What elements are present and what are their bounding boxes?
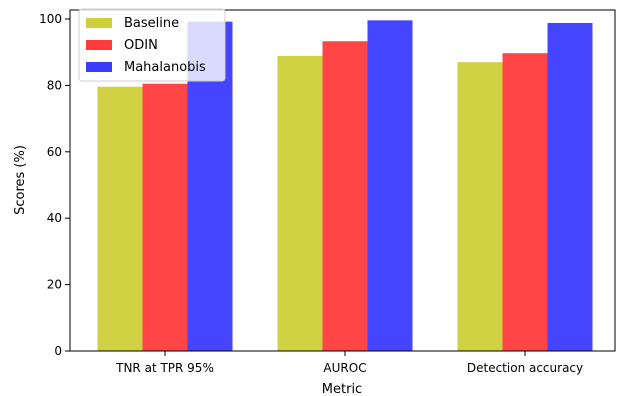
legend-label-odin: ODIN [124,38,158,53]
y-tick-label: 20 [47,278,62,292]
bars-layer [97,20,593,352]
y-tick-label: 100 [39,12,62,26]
legend-swatch-odin [86,40,112,50]
y-tick-label: 40 [47,211,62,225]
legend-swatch-baseline [86,18,112,28]
legend-label-baseline: Baseline [124,16,179,31]
legend: Baseline ODIN Mahalanobis [78,8,226,82]
y-tick-label: 80 [47,78,62,92]
bar-mahalanobis-2 [547,22,593,351]
legend-frame [78,8,226,82]
y-axis-ticks: 0 20 40 60 80 100 [39,12,70,358]
bar-odin-0 [142,83,188,352]
bar-baseline-1 [277,55,323,352]
x-tick-label: TNR at TPR 95% [115,361,214,375]
x-tick-label: AUROC [323,361,366,375]
bar-baseline-0 [97,86,143,351]
x-axis-ticks: TNR at TPR 95% AUROC Detection accuracy [115,351,583,375]
y-axis-label: Scores (%) [13,145,28,215]
legend-label-mahalanobis: Mahalanobis [124,60,206,75]
bar-odin-1 [322,41,368,352]
legend-swatch-mahalanobis [86,62,112,72]
x-axis-label: Metric [322,382,362,396]
plot-frame [69,9,616,352]
bar-baseline-2 [457,62,503,351]
y-tick-label: 0 [54,344,62,358]
y-tick-label: 60 [47,145,62,159]
bar-odin-2 [502,53,548,352]
x-tick-label: Detection accuracy [467,361,583,375]
bar-mahalanobis-1 [367,20,413,351]
